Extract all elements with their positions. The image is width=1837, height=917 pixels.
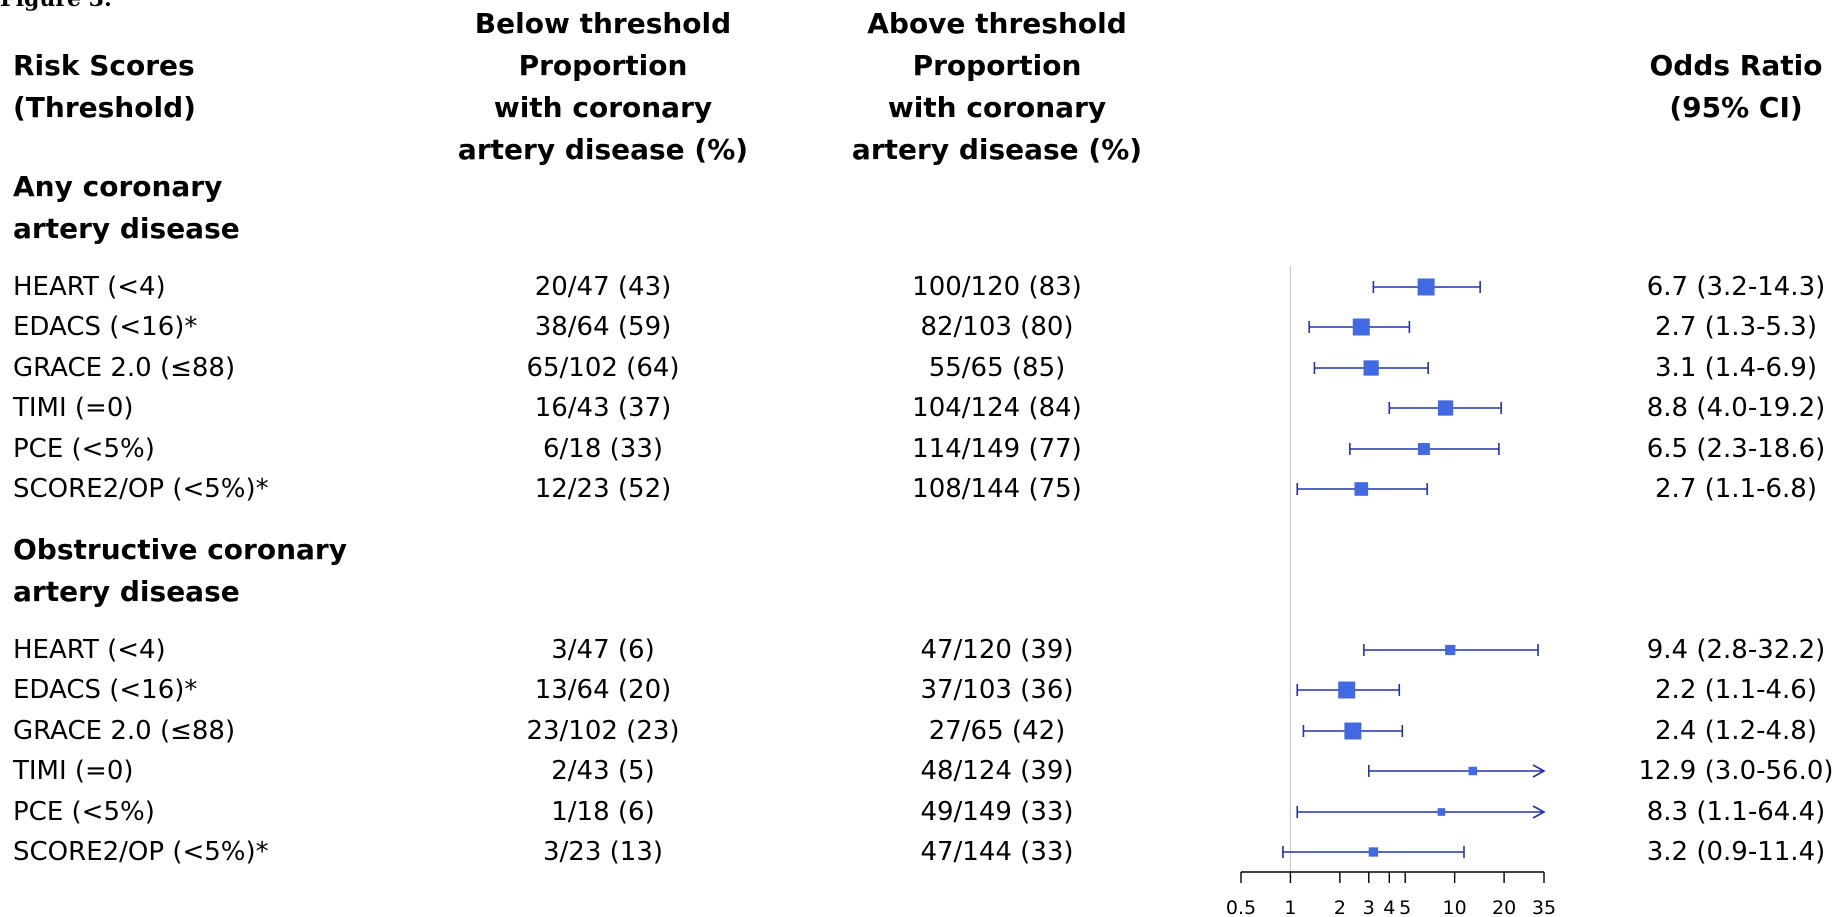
above-threshold-value: 48/124 (39) — [920, 756, 1074, 786]
odds-ratio-value: 3.2 (0.9-11.4) — [1646, 837, 1826, 867]
below-threshold-value: 38/64 (59) — [534, 312, 672, 342]
x-tick-label: 35 — [1532, 897, 1556, 917]
odds-ratio-marker — [1363, 360, 1379, 376]
below-threshold-value: 65/102 (64) — [526, 353, 680, 383]
row-label: HEART (<4) — [13, 272, 166, 302]
figure-label: Figure 3: — [0, 0, 112, 12]
odds-ratio-marker — [1338, 681, 1356, 699]
above-threshold-value: 104/124 (84) — [912, 393, 1082, 423]
odds-ratio-marker — [1354, 482, 1369, 496]
section-title-obstructive-cad: Obstructive coronary artery disease — [13, 529, 347, 613]
below-threshold-value: 3/47 (6) — [551, 635, 655, 665]
above-threshold-value: 37/103 (36) — [920, 675, 1074, 705]
header-below-threshold: Below threshold Proportion with coronary… — [458, 3, 748, 171]
section-title-line: artery disease — [13, 575, 240, 608]
ci-arrow — [1532, 805, 1546, 819]
odds-ratio-marker — [1468, 766, 1478, 776]
ci-arrow — [1532, 764, 1546, 778]
x-tick-label: 20 — [1492, 897, 1516, 917]
above-threshold-value: 47/144 (33) — [920, 837, 1074, 867]
odds-ratio-value: 2.7 (1.3-5.3) — [1655, 312, 1817, 342]
row-label: TIMI (=0) — [13, 756, 134, 786]
below-threshold-value: 1/18 (6) — [551, 797, 655, 827]
section-title-line: Obstructive coronary — [13, 533, 347, 566]
odds-ratio-value: 3.1 (1.4-6.9) — [1655, 353, 1817, 383]
odds-ratio-value: 2.4 (1.2-4.8) — [1655, 716, 1817, 746]
header-below-line: Below threshold — [474, 7, 732, 40]
above-threshold-value: 27/65 (42) — [928, 716, 1066, 746]
row-label: SCORE2/OP (<5%)* — [13, 837, 269, 867]
odds-ratio-value: 6.7 (3.2-14.3) — [1646, 272, 1826, 302]
odds-ratio-marker — [1445, 644, 1456, 656]
header-odds-ratio: Odds Ratio (95% CI) — [1650, 45, 1823, 129]
header-below-line: with coronary — [493, 91, 713, 124]
header-above-line: artery disease (%) — [851, 133, 1143, 166]
odds-ratio-value: 6.5 (2.3-18.6) — [1646, 434, 1826, 464]
header-risk-line: Risk Scores — [13, 49, 195, 82]
odds-ratio-marker — [1437, 808, 1446, 816]
below-threshold-value: 16/43 (37) — [534, 393, 672, 423]
row-label: EDACS (<16)* — [13, 312, 198, 342]
row-label: PCE (<5%) — [13, 797, 155, 827]
below-threshold-value: 12/23 (52) — [534, 474, 672, 504]
x-tick-label: 0.5 — [1226, 897, 1256, 917]
odds-ratio-marker — [1417, 443, 1430, 455]
x-tick-label: 10 — [1443, 897, 1467, 917]
above-threshold-value: 49/149 (33) — [920, 797, 1074, 827]
header-above-line: Proportion — [912, 49, 1082, 82]
above-threshold-value: 82/103 (80) — [920, 312, 1074, 342]
above-threshold-value: 100/120 (83) — [912, 272, 1082, 302]
odds-ratio-value: 12.9 (3.0-56.0) — [1638, 756, 1834, 786]
header-below-line: Proportion — [518, 49, 688, 82]
below-threshold-value: 3/23 (13) — [542, 837, 664, 867]
above-threshold-value: 114/149 (77) — [912, 434, 1082, 464]
row-label: GRACE 2.0 (≤88) — [13, 716, 236, 746]
above-threshold-value: 47/120 (39) — [920, 635, 1074, 665]
header-above-line: with coronary — [887, 91, 1107, 124]
odds-ratio-marker — [1417, 278, 1435, 296]
x-tick-label: 3 — [1363, 897, 1375, 917]
header-or-line: (95% CI) — [1669, 91, 1803, 124]
odds-ratio-marker — [1437, 400, 1454, 416]
odds-ratio-marker — [1352, 318, 1370, 336]
below-threshold-value: 20/47 (43) — [534, 272, 672, 302]
below-threshold-value: 23/102 (23) — [526, 716, 680, 746]
section-title-line: Any coronary — [13, 170, 223, 203]
row-label: TIMI (=0) — [13, 393, 134, 423]
above-threshold-value: 55/65 (85) — [928, 353, 1066, 383]
odds-ratio-marker — [1368, 847, 1379, 857]
odds-ratio-value: 9.4 (2.8-32.2) — [1646, 635, 1826, 665]
row-label: GRACE 2.0 (≤88) — [13, 353, 236, 383]
header-risk-line: (Threshold) — [13, 91, 196, 124]
row-label: PCE (<5%) — [13, 434, 155, 464]
odds-ratio-value: 2.7 (1.1-6.8) — [1655, 474, 1817, 504]
above-threshold-value: 108/144 (75) — [912, 474, 1082, 504]
header-or-line: Odds Ratio — [1649, 49, 1823, 82]
header-above-threshold: Above threshold Proportion with coronary… — [852, 3, 1142, 171]
odds-ratio-value: 8.8 (4.0-19.2) — [1646, 393, 1826, 423]
section-title-any-cad: Any coronary artery disease — [13, 166, 240, 250]
below-threshold-value: 13/64 (20) — [534, 675, 672, 705]
row-label: HEART (<4) — [13, 635, 166, 665]
x-tick-label: 1 — [1284, 897, 1296, 917]
x-tick-label: 2 — [1334, 897, 1346, 917]
below-threshold-value: 6/18 (33) — [542, 434, 664, 464]
odds-ratio-marker — [1344, 722, 1362, 740]
odds-ratio-value: 2.2 (1.1-4.6) — [1655, 675, 1817, 705]
section-title-line: artery disease — [13, 212, 240, 245]
header-below-line: artery disease (%) — [457, 133, 749, 166]
header-risk-scores: Risk Scores (Threshold) — [13, 45, 196, 129]
x-tick-label: 5 — [1399, 897, 1411, 917]
row-label: EDACS (<16)* — [13, 675, 198, 705]
header-above-line: Above threshold — [867, 7, 1127, 40]
below-threshold-value: 2/43 (5) — [551, 756, 655, 786]
x-tick-label: 4 — [1383, 897, 1395, 917]
row-label: SCORE2/OP (<5%)* — [13, 474, 269, 504]
odds-ratio-value: 8.3 (1.1-64.4) — [1646, 797, 1826, 827]
